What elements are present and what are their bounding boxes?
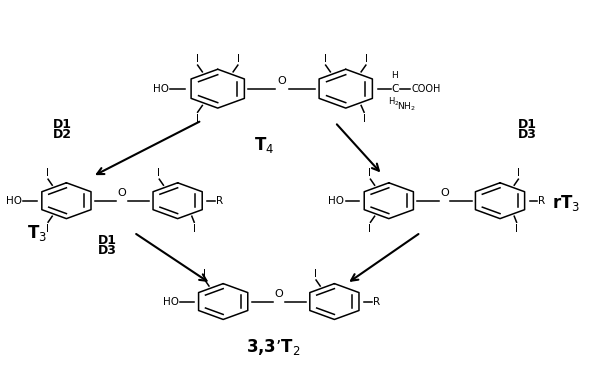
Text: O: O (275, 289, 283, 299)
Text: I: I (193, 224, 196, 234)
Text: I: I (368, 168, 371, 178)
Text: NH$_2$: NH$_2$ (397, 100, 415, 113)
Text: O: O (278, 77, 286, 86)
Text: D1: D1 (517, 118, 537, 131)
Text: I: I (195, 114, 198, 124)
Text: O: O (440, 188, 449, 199)
Text: HO: HO (153, 84, 169, 94)
Text: I: I (368, 224, 371, 234)
Text: COOH: COOH (412, 84, 441, 94)
Text: R: R (373, 296, 380, 307)
Text: I: I (46, 168, 49, 178)
Text: I: I (157, 168, 160, 178)
Text: D1: D1 (98, 233, 117, 247)
Text: I: I (323, 54, 326, 64)
Text: HO: HO (6, 196, 22, 206)
Text: I: I (517, 168, 520, 178)
Text: I: I (365, 54, 368, 64)
Text: I: I (46, 224, 49, 234)
Text: R: R (538, 196, 546, 206)
Text: 3,3’T$_2$: 3,3’T$_2$ (246, 337, 300, 357)
Text: C: C (392, 84, 399, 94)
Text: HO: HO (328, 196, 344, 206)
Text: H: H (391, 71, 398, 80)
Text: T$_4$: T$_4$ (254, 135, 274, 155)
Text: I: I (515, 224, 518, 234)
Text: D1: D1 (53, 118, 72, 131)
Text: O: O (118, 188, 126, 199)
Text: D2: D2 (53, 128, 72, 141)
Text: I: I (362, 114, 365, 124)
Text: I: I (237, 54, 240, 64)
Text: rT$_3$: rT$_3$ (552, 193, 581, 213)
Text: H$_2$: H$_2$ (388, 96, 400, 108)
Text: D3: D3 (98, 244, 117, 257)
Text: D3: D3 (518, 128, 537, 141)
Text: I: I (195, 54, 198, 64)
Text: R: R (216, 196, 223, 206)
Text: I: I (203, 269, 206, 279)
Text: HO: HO (163, 296, 179, 307)
Text: I: I (314, 269, 317, 279)
Text: T$_3$: T$_3$ (28, 223, 47, 243)
